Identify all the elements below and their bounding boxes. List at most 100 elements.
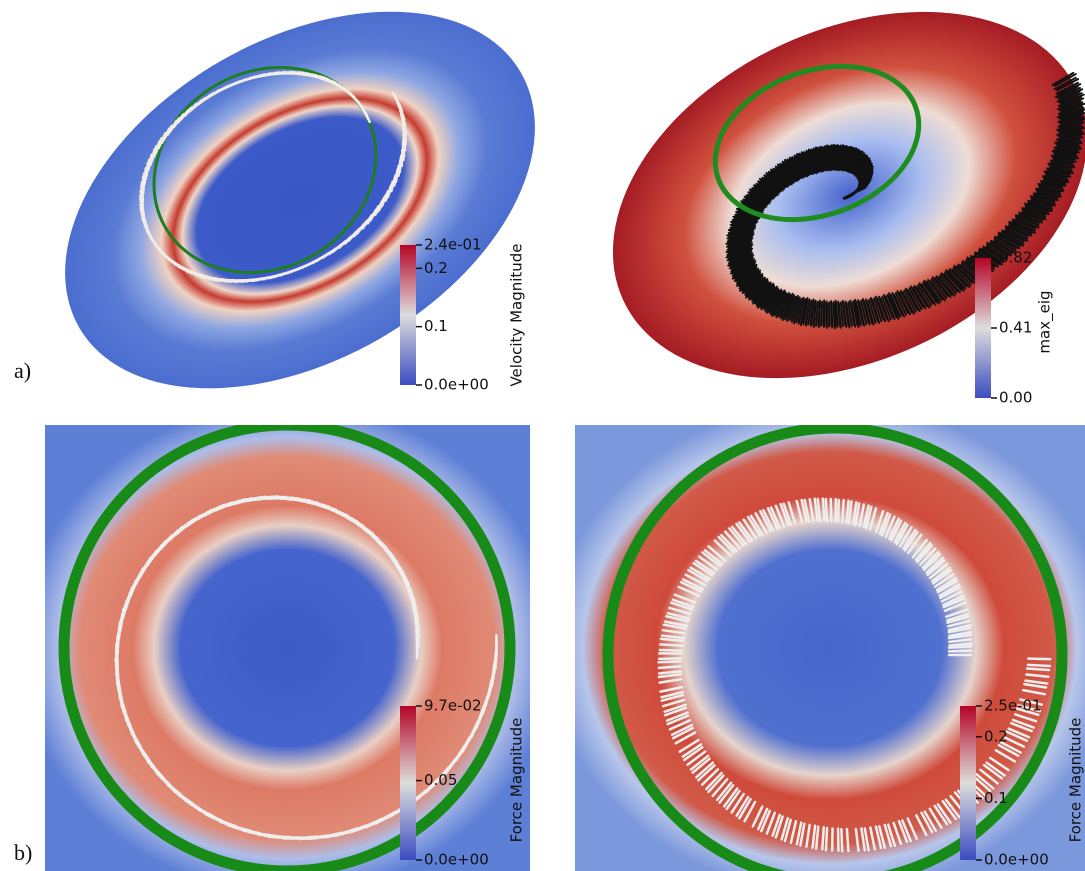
glyph xyxy=(713,539,732,558)
glyph xyxy=(854,502,861,527)
glyph xyxy=(839,301,845,328)
glyph xyxy=(735,263,756,283)
glyph xyxy=(784,292,794,318)
glyph xyxy=(730,253,753,270)
glyph xyxy=(947,626,972,634)
glyph xyxy=(922,281,938,304)
glyph xyxy=(762,286,776,310)
glyph xyxy=(754,186,780,195)
glyph xyxy=(784,161,806,178)
glyph xyxy=(1043,178,1070,184)
glyph xyxy=(1017,704,1042,713)
glyph xyxy=(906,817,918,840)
glyph xyxy=(777,166,801,181)
glyph xyxy=(1002,735,1026,748)
glyph xyxy=(362,527,381,543)
glyph xyxy=(741,205,768,208)
colorbar-title: max_eig xyxy=(1036,290,1055,353)
glyph xyxy=(166,120,178,137)
colorbar-tick-label: 2.5e-01 xyxy=(984,697,1042,715)
glyph xyxy=(176,263,193,275)
glyph xyxy=(812,299,817,326)
glyph xyxy=(988,756,1010,772)
glyph xyxy=(948,638,973,644)
glyph xyxy=(809,149,827,172)
glyph xyxy=(795,821,803,846)
glyph xyxy=(1057,95,1083,107)
glyph xyxy=(148,762,165,780)
glyph xyxy=(888,292,900,317)
glyph xyxy=(985,245,1008,262)
glyph xyxy=(663,706,688,717)
glyph xyxy=(711,778,729,798)
glyph xyxy=(856,166,870,190)
glyph xyxy=(663,620,688,628)
glyph xyxy=(811,824,817,849)
glyph xyxy=(898,526,913,548)
colorbar-title: Velocity Magnitude xyxy=(508,243,526,386)
glyph xyxy=(997,235,1021,250)
glyph xyxy=(1051,71,1075,86)
glyph xyxy=(889,293,902,319)
glyph xyxy=(942,594,965,607)
glyph xyxy=(174,791,194,805)
glyph xyxy=(1058,101,1084,112)
glyph xyxy=(341,85,356,100)
glyph xyxy=(1055,140,1082,146)
glyph xyxy=(224,80,242,89)
glyph xyxy=(657,660,682,664)
glyph xyxy=(1059,126,1085,134)
glyph xyxy=(791,157,812,176)
glyph xyxy=(805,823,811,848)
glyph xyxy=(657,669,683,675)
glyph xyxy=(770,171,795,184)
glyph xyxy=(658,677,683,684)
glyph xyxy=(1015,707,1040,717)
glyph xyxy=(925,280,942,303)
glyph xyxy=(861,298,870,324)
colorbar xyxy=(960,706,976,860)
glyph xyxy=(981,247,1004,264)
glyph xyxy=(918,282,934,305)
glyph xyxy=(945,608,969,618)
glyph xyxy=(847,301,853,328)
glyph xyxy=(1029,195,1056,203)
glyph xyxy=(1055,78,1080,92)
glyph xyxy=(673,593,697,604)
glyph xyxy=(1023,682,1048,689)
glyph xyxy=(1011,718,1035,729)
glyph xyxy=(936,579,958,594)
glyph xyxy=(703,549,724,566)
glyph xyxy=(1004,229,1029,242)
glyph xyxy=(679,580,703,593)
glyph xyxy=(356,219,369,235)
glyph xyxy=(659,637,685,643)
glyph xyxy=(681,578,705,591)
glyph xyxy=(692,561,714,577)
glyph xyxy=(724,530,742,550)
glyph xyxy=(943,601,967,613)
glyph xyxy=(838,146,848,173)
glyph xyxy=(138,558,152,579)
glyph xyxy=(816,149,832,172)
glyph xyxy=(891,292,904,317)
glyph xyxy=(660,690,685,699)
glyph xyxy=(1018,213,1044,224)
glyph xyxy=(845,827,850,853)
glyph xyxy=(809,298,815,325)
glyph xyxy=(740,269,760,290)
glyph xyxy=(999,741,1022,754)
glyph xyxy=(287,265,305,274)
glyph xyxy=(786,160,808,178)
glyph xyxy=(798,155,818,175)
glyph xyxy=(993,235,1017,250)
glyph xyxy=(945,269,964,289)
glyph xyxy=(1042,177,1069,182)
glyph xyxy=(743,271,762,292)
glyph xyxy=(1057,105,1083,115)
glyph xyxy=(874,295,885,321)
glyph xyxy=(874,510,885,534)
glyph xyxy=(776,291,787,316)
glyph xyxy=(923,279,940,302)
glyph xyxy=(660,634,686,640)
